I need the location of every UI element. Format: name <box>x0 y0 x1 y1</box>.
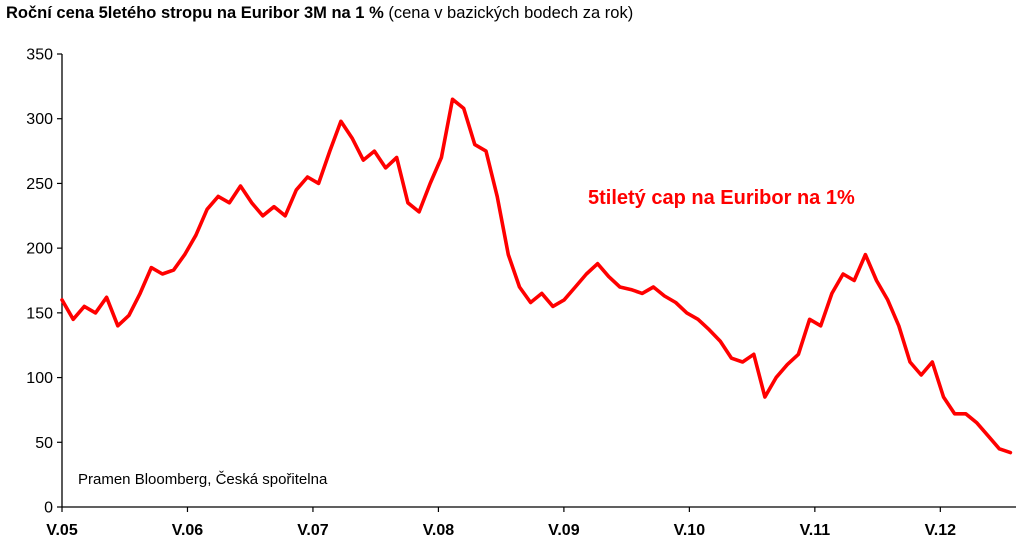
x-axis: V.05 V.06 V.07 V.08 V.09 V.10 V.11 V.12 <box>46 506 1016 539</box>
y-tick-label: 100 <box>26 370 53 387</box>
y-tick-label: 350 <box>26 47 53 64</box>
series-line <box>60 97 1013 455</box>
series-area <box>60 97 1013 455</box>
chart-title: Roční cena 5letého stropu na Euribor 3M … <box>6 4 633 23</box>
x-tick-label: V.05 <box>46 522 78 539</box>
series-label: 5tiletý cap na Euribor na 1% <box>588 187 855 209</box>
x-tick-label: V.07 <box>297 522 329 539</box>
x-tick-label: V.12 <box>925 522 957 539</box>
y-tick-label: 200 <box>26 241 53 258</box>
y-axis: 0 50 100 150 200 250 300 350 <box>26 47 63 517</box>
x-tick-label: V.08 <box>423 522 455 539</box>
y-tick-label: 250 <box>26 176 53 193</box>
x-tick-label: V.10 <box>674 522 706 539</box>
y-tick-label: 50 <box>35 435 53 452</box>
chart-title-subtitle: (cena v bazických bodech za rok) <box>388 4 634 22</box>
x-tick-label: V.06 <box>172 522 204 539</box>
y-tick-label: 150 <box>26 305 53 322</box>
x-tick-label: V.09 <box>548 522 580 539</box>
source-annotation: Pramen Bloomberg, Česká spořitelna <box>78 471 328 488</box>
y-tick-label: 300 <box>26 111 53 128</box>
chart-title-main: Roční cena 5letého stropu na Euribor 3M … <box>6 4 384 22</box>
x-tick-label: V.11 <box>800 522 831 539</box>
y-tick-label: 0 <box>44 500 53 517</box>
